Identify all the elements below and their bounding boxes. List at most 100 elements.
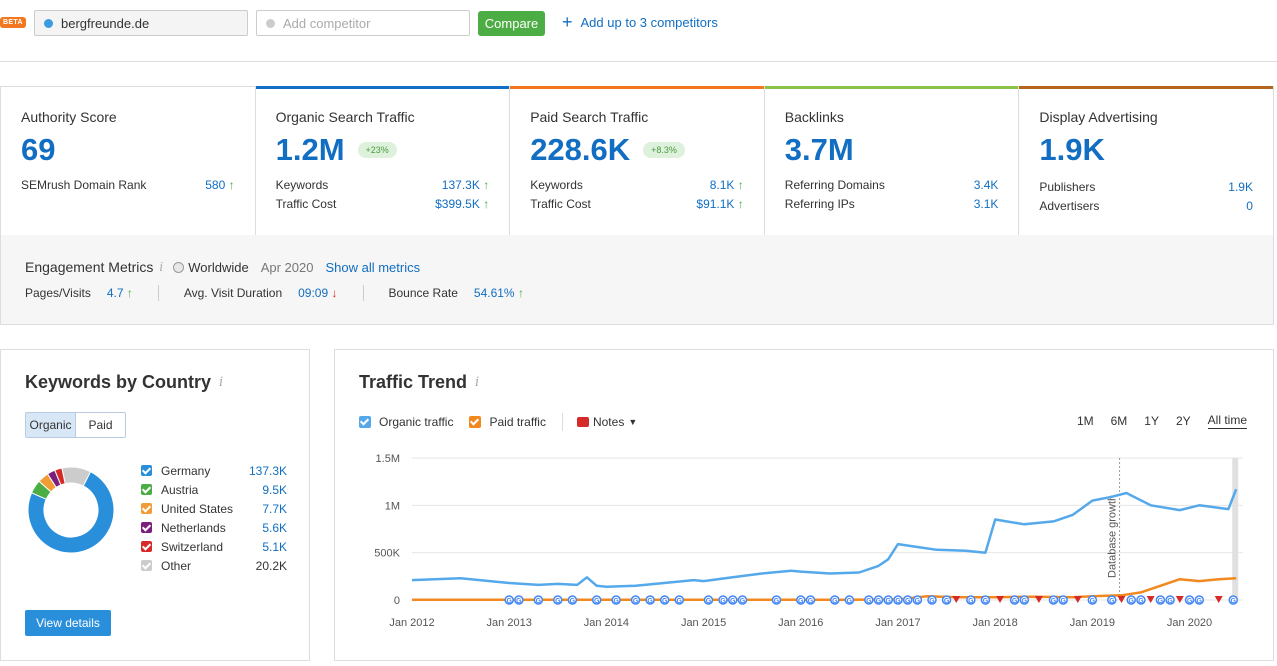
google-update-icon[interactable] xyxy=(902,595,913,605)
google-update-icon[interactable] xyxy=(771,595,782,605)
note-marker-icon[interactable] xyxy=(996,596,1005,603)
google-update-icon[interactable] xyxy=(553,595,563,605)
country-value[interactable]: 7.7K xyxy=(262,501,287,516)
donut-slice-germany[interactable] xyxy=(27,471,115,554)
note-marker-icon[interactable] xyxy=(1034,596,1043,603)
note-marker-icon[interactable] xyxy=(1117,596,1126,603)
row-value[interactable]: 580 xyxy=(205,178,226,192)
google-update-icon[interactable] xyxy=(1087,595,1098,605)
tab-paid[interactable]: Paid xyxy=(88,418,113,432)
google-update-icon[interactable] xyxy=(927,595,937,605)
google-update-icon[interactable] xyxy=(504,595,514,605)
paid-checkbox-icon[interactable] xyxy=(469,416,482,428)
row-value[interactable]: 1.9K xyxy=(1228,180,1253,194)
info-icon[interactable]: i xyxy=(159,260,164,274)
card-display[interactable]: Display Advertising 1.9K Publishers 1.9K … xyxy=(1019,86,1273,235)
range-6m[interactable]: 6M xyxy=(1110,414,1128,428)
google-update-icon[interactable] xyxy=(630,595,641,605)
row-value[interactable]: 8.1K xyxy=(709,178,735,192)
google-update-icon[interactable] xyxy=(1058,595,1068,605)
compare-button[interactable]: Compare xyxy=(478,11,545,36)
google-update-icon[interactable] xyxy=(567,595,578,605)
legend-row-germany[interactable]: Germany 137.3K xyxy=(141,461,287,480)
card-backlinks[interactable]: Backlinks 3.7M Referring Domains 3.4K Ref… xyxy=(764,86,1020,235)
google-update-icon[interactable] xyxy=(1048,595,1059,605)
google-update-icon[interactable] xyxy=(645,595,655,605)
google-update-icon[interactable] xyxy=(883,595,893,605)
notes-dropdown[interactable]: Notes xyxy=(592,415,625,429)
paid-traffic-label[interactable]: Paid traffic xyxy=(489,415,546,429)
row-value[interactable]: 3.4K xyxy=(973,178,999,192)
domain-input[interactable]: bergfreunde.de xyxy=(34,10,248,36)
row-value[interactable]: $91.1K xyxy=(696,197,735,211)
google-update-icon[interactable] xyxy=(966,595,976,605)
range-1m[interactable]: 1M xyxy=(1076,414,1094,428)
google-update-icon[interactable] xyxy=(912,595,923,605)
traffic-trend-chart[interactable]: 0 500K 1M 1.5M Jan 2012 Jan 2013 Jan 2014 Jan 2… xyxy=(335,445,1273,645)
chevron-down-icon[interactable]: ▼ xyxy=(628,417,638,427)
google-update-icon[interactable] xyxy=(718,595,728,605)
google-update-icon[interactable] xyxy=(1126,595,1136,605)
legend-row-other[interactable]: Other 20.2K xyxy=(141,556,287,575)
legend-row-switzerland[interactable]: Switzerland 5.1K xyxy=(141,537,287,556)
google-update-icon[interactable] xyxy=(1165,595,1175,605)
google-update-icon[interactable] xyxy=(1136,595,1146,605)
google-update-icon[interactable] xyxy=(674,595,685,605)
google-update-icon[interactable] xyxy=(611,595,621,605)
google-update-icon[interactable] xyxy=(591,595,602,605)
visit-duration-value[interactable]: 09:09 xyxy=(298,286,329,300)
google-update-icon[interactable] xyxy=(941,595,952,605)
add-competitors-link[interactable]: + Add up to 3 competitors xyxy=(562,13,718,31)
google-update-icon[interactable] xyxy=(844,595,855,605)
range-all-time[interactable]: All time xyxy=(1207,413,1247,429)
note-marker-icon[interactable] xyxy=(1214,596,1223,603)
google-update-icon[interactable] xyxy=(1155,595,1166,605)
row-value[interactable]: $399.5K xyxy=(435,197,480,211)
legend-row-united-states[interactable]: United States 7.7K xyxy=(141,499,287,518)
note-marker-icon[interactable] xyxy=(952,596,961,603)
google-update-icon[interactable] xyxy=(737,595,748,605)
google-update-icon[interactable] xyxy=(1228,595,1239,605)
organic-checkbox-icon[interactable] xyxy=(359,416,371,428)
card-authority[interactable]: Authority Score 69 SEMrush Domain Rank 58… xyxy=(1,87,256,235)
info-icon[interactable]: i xyxy=(475,375,480,390)
view-details-button[interactable]: View details xyxy=(25,610,111,636)
google-update-icon[interactable] xyxy=(1009,595,1020,605)
bounce-rate-value[interactable]: 54.61% xyxy=(473,286,515,300)
organic-traffic-label[interactable]: Organic traffic xyxy=(379,415,454,429)
note-marker-icon[interactable] xyxy=(1175,596,1184,603)
row-value[interactable]: 3.1K xyxy=(973,197,999,211)
checkbox-icon[interactable] xyxy=(141,560,152,571)
checkbox-icon[interactable] xyxy=(141,541,152,552)
google-update-icon[interactable] xyxy=(727,595,738,605)
country-value[interactable]: 5.1K xyxy=(262,539,287,554)
pages-visits-value[interactable]: 4.7 xyxy=(106,286,124,300)
google-update-icon[interactable] xyxy=(893,595,903,605)
note-marker-icon[interactable] xyxy=(1073,596,1082,603)
checkbox-icon[interactable] xyxy=(141,522,152,533)
country-value[interactable]: 137.3K xyxy=(249,463,288,478)
google-update-icon[interactable] xyxy=(873,595,884,605)
google-update-icon[interactable] xyxy=(864,595,874,605)
range-1y[interactable]: 1Y xyxy=(1144,414,1159,428)
google-update-icon[interactable] xyxy=(980,595,991,605)
card-paid[interactable]: Paid Search Traffic 228.6K +8.3% Keywords… xyxy=(510,86,765,235)
google-update-icon[interactable] xyxy=(1184,595,1195,605)
card-organic[interactable]: Organic Search Traffic 1.2M +23% Keywords… xyxy=(255,86,511,235)
google-update-icon[interactable] xyxy=(805,595,816,605)
legend-row-austria[interactable]: Austria 9.5K xyxy=(141,480,287,499)
row-value[interactable]: 137.3K xyxy=(441,178,480,192)
donut-slice-other[interactable] xyxy=(61,466,92,487)
range-2y[interactable]: 2Y xyxy=(1175,414,1191,428)
google-update-icon[interactable] xyxy=(1194,595,1205,605)
google-update-icon[interactable] xyxy=(1107,595,1117,605)
series-paid-traffic[interactable] xyxy=(412,576,1237,602)
country-value[interactable]: 5.6K xyxy=(262,520,287,535)
google-update-icon[interactable] xyxy=(1019,595,1030,605)
google-update-icon[interactable] xyxy=(514,595,524,605)
show-all-metrics-link[interactable]: Show all metrics xyxy=(325,259,421,275)
row-value[interactable]: 0 xyxy=(1246,199,1253,213)
checkbox-icon[interactable] xyxy=(141,503,152,514)
series-organic-traffic[interactable] xyxy=(411,488,1238,588)
checkbox-icon[interactable] xyxy=(141,465,152,476)
